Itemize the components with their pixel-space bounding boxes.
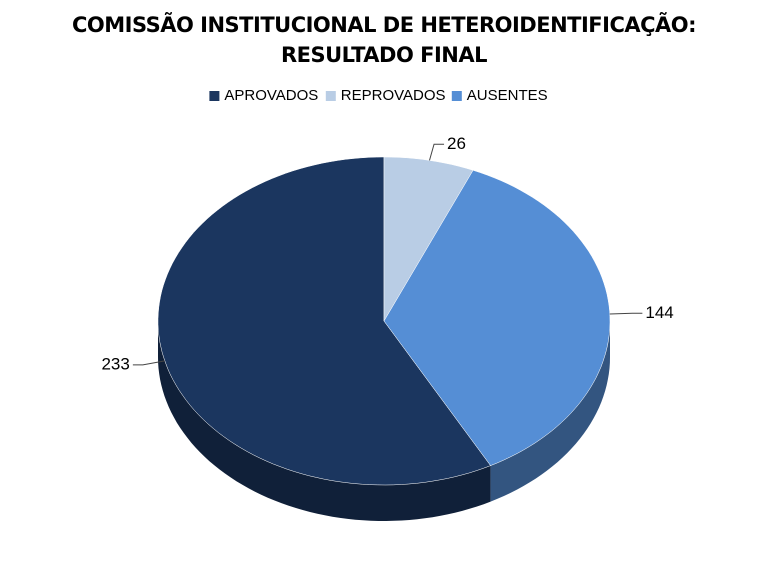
leader-line	[429, 143, 445, 161]
leader-line	[609, 312, 643, 315]
slice	[383, 170, 611, 466]
data-label: 144	[645, 303, 673, 322]
legend-label: APROVADOS	[224, 87, 318, 104]
legend-label: REPROVADOS	[341, 87, 446, 104]
legend-swatch	[209, 91, 220, 101]
leader-line	[132, 360, 165, 366]
legend-label: AUSENTES	[467, 87, 548, 104]
legend-swatch	[451, 91, 462, 101]
slice-side	[158, 321, 491, 521]
data-label: 233	[101, 354, 129, 373]
chart-title: COMISSÃO INSTITUCIONAL DE HETEROIDENTIFI…	[72, 12, 696, 37]
slice	[157, 156, 491, 486]
chart-title: RESULTADO FINAL	[281, 43, 487, 67]
slice-side	[490, 321, 610, 502]
slice	[383, 156, 474, 322]
legend-swatch	[325, 91, 336, 101]
data-label: 26	[447, 134, 466, 153]
